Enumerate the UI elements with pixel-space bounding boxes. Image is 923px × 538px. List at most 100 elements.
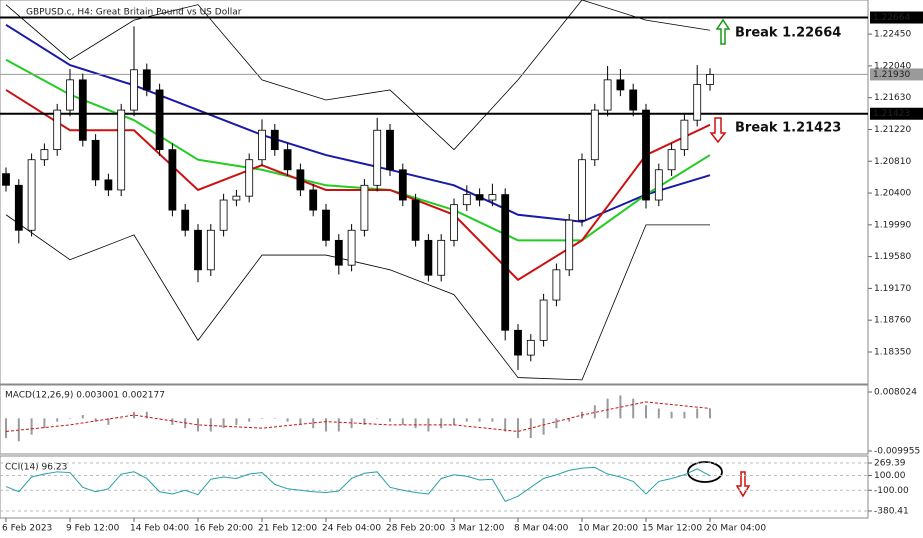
candle-body: [373, 129, 382, 186]
candle-body: [232, 195, 241, 201]
candle-body: [347, 229, 356, 266]
candle-body: [130, 69, 138, 111]
macd-bar: [171, 418, 174, 425]
y-tick-label: 1.22040: [874, 61, 911, 71]
down-arrow: [709, 117, 727, 144]
candle-body: [642, 109, 650, 201]
macd-bar: [120, 418, 123, 419]
macd-bar: [427, 418, 430, 432]
candle-body: [539, 299, 548, 341]
macd-bar: [709, 408, 711, 419]
x-tick-label: 24 Feb 04:00: [322, 524, 381, 534]
macd-label: MACD(12,26,9) 0.003001 0.002177: [5, 391, 165, 401]
macd-bar: [158, 418, 161, 419]
macd-bar: [491, 418, 494, 422]
candle-body: [590, 109, 599, 161]
x-tick-label: 21 Feb 12:00: [258, 524, 317, 534]
candle-body: [155, 89, 164, 151]
level-label: 1.21930: [873, 70, 910, 80]
line: [5, 214, 710, 381]
candle-body: [40, 149, 49, 161]
candle-body: [245, 159, 254, 197]
candle-body: [398, 169, 407, 201]
y-tick-label: 1.20810: [874, 157, 911, 167]
candle-body: [437, 239, 446, 276]
level-label-box: [870, 11, 923, 24]
macd-bar: [56, 418, 59, 422]
candle-body: [91, 139, 100, 181]
x-tick-label: 14 Feb 04:00: [130, 524, 189, 534]
y-tick-label: -380.41: [874, 507, 909, 517]
line: [5, 401, 711, 432]
x-tick-label: 16 Feb 20:00: [194, 524, 253, 534]
macd-bar: [363, 418, 366, 425]
candle-body: [78, 79, 87, 141]
macd-bar: [325, 418, 327, 432]
candle-body: [462, 194, 471, 206]
macd-bar: [657, 408, 660, 419]
macd-bar: [504, 418, 507, 432]
candle-body: [2, 173, 10, 186]
macd-bar: [568, 418, 571, 422]
macd-bar: [248, 418, 251, 422]
x-tick-label: 28 Feb 20:00: [386, 524, 445, 534]
macd-bar: [261, 418, 263, 419]
x-tick-label: 9 Feb 12:00: [66, 524, 120, 534]
y-tick-label: 1.19990: [874, 220, 911, 230]
candle-body: [667, 149, 676, 171]
candle-body: [258, 129, 266, 161]
candle-body: [501, 194, 510, 331]
macd-bar: [478, 418, 481, 422]
candle-body: [206, 229, 215, 271]
candle-body: [104, 179, 113, 191]
macd-bar: [107, 418, 110, 425]
macd-bar: [606, 398, 609, 419]
y-tick-label: 269.39: [874, 459, 906, 469]
candle-body: [66, 79, 74, 111]
candle-body: [424, 239, 433, 276]
x-tick-label: 6 Feb 2023: [2, 524, 52, 534]
macd-bar: [235, 418, 238, 425]
candle-body: [475, 194, 484, 201]
candle-body: [117, 109, 126, 191]
candle-body: [552, 269, 561, 301]
y-tick-label: -0.009955: [874, 447, 920, 457]
y-tick-label: 1.21630: [874, 93, 911, 103]
macd-bar: [209, 418, 212, 432]
candle-body: [565, 219, 574, 271]
macd-bar: [593, 405, 596, 419]
candle-body: [488, 194, 497, 201]
annotation: Break 1.21423: [735, 121, 841, 136]
macd-bar: [43, 418, 46, 429]
macd-bar: [376, 418, 379, 419]
macd-bar: [645, 405, 647, 419]
candle-body: [181, 209, 190, 231]
macd-bar: [517, 418, 519, 439]
candle-body: [322, 209, 330, 241]
x-tick-label: 10 Mar 20:00: [578, 524, 638, 534]
y-tick-label: -100.00: [874, 486, 909, 496]
highlight-ellipse: [687, 461, 723, 483]
y-tick-label: 1.18350: [874, 347, 911, 357]
candle-body: [142, 69, 151, 91]
macd-bar: [670, 411, 673, 419]
y-tick-label: 1.22450: [874, 30, 911, 40]
y-tick-label: 1.19170: [874, 284, 911, 294]
macd-bar: [69, 418, 71, 419]
macd-bar: [337, 418, 340, 432]
x-tick-label: 20 Mar 04:00: [706, 524, 766, 534]
candle-body: [616, 79, 625, 91]
candle-body: [219, 199, 228, 231]
up-arrow: [715, 18, 731, 45]
chart-title: GBPUSD.c, H4: Great Britain Pound vs US …: [26, 8, 242, 18]
macd-panel: [0, 384, 869, 455]
y-tick-label: 1.20400: [874, 189, 911, 199]
candle-body: [578, 159, 586, 221]
macd-bar: [440, 418, 443, 429]
level-label: 1.22664: [873, 13, 910, 23]
candle-body: [680, 119, 689, 151]
x-tick-label: 8 Mar 04:00: [514, 524, 569, 534]
candle-body: [654, 169, 663, 201]
candle-body: [14, 184, 23, 231]
